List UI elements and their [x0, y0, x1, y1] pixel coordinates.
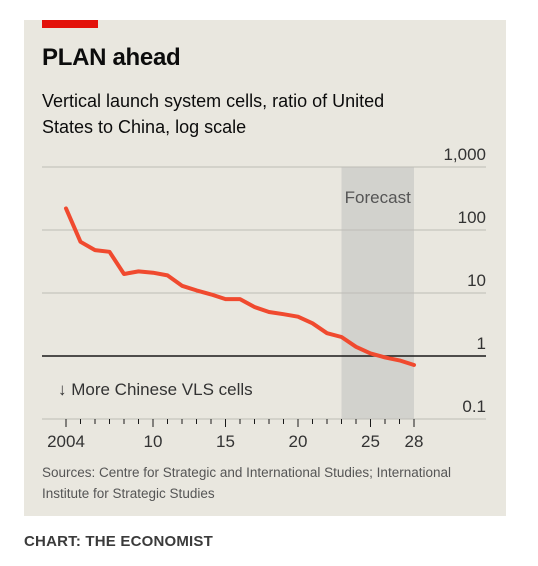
series-line	[64, 206, 416, 367]
line-chart: Forecast 1,000 100 10 1 0.1 2004 10 15 20 25 28 ↓…	[42, 145, 486, 451]
y-tick-label: 0.1	[462, 397, 486, 416]
x-tick-label: 15	[216, 432, 235, 451]
y-tick-label: 100	[458, 208, 486, 227]
brand-red-tag	[42, 20, 98, 28]
x-tick-label: 20	[289, 432, 308, 451]
chart-credit: CHART: THE ECONOMIST	[24, 533, 213, 550]
sources-note: Sources: Centre for Strategic and Intern…	[42, 465, 451, 501]
x-tick-label: 10	[144, 432, 163, 451]
series-layer	[64, 206, 416, 367]
chart-subtitle: Vertical launch system cells, ratio of U…	[42, 91, 385, 137]
y-tick-label-layer: 1,000 100 10 1 0.1	[443, 145, 486, 416]
y-tick-label: 1	[477, 334, 486, 353]
gridline-layer	[42, 166, 486, 420]
x-tick-label: 2004	[47, 432, 85, 451]
chart-annotation: ↓ More Chinese VLS cells	[58, 380, 253, 399]
forecast-label: Forecast	[345, 188, 411, 207]
x-tick-label: 25	[361, 432, 380, 451]
chart-card: PLAN ahead Vertical launch system cells,…	[24, 20, 506, 516]
chart-title: PLAN ahead	[42, 44, 181, 71]
y-tick-label: 10	[467, 271, 486, 290]
x-axis-layer: 2004 10 15 20 25 28	[47, 419, 423, 451]
x-tick-label: 28	[405, 432, 424, 451]
y-tick-label: 1,000	[443, 145, 486, 164]
